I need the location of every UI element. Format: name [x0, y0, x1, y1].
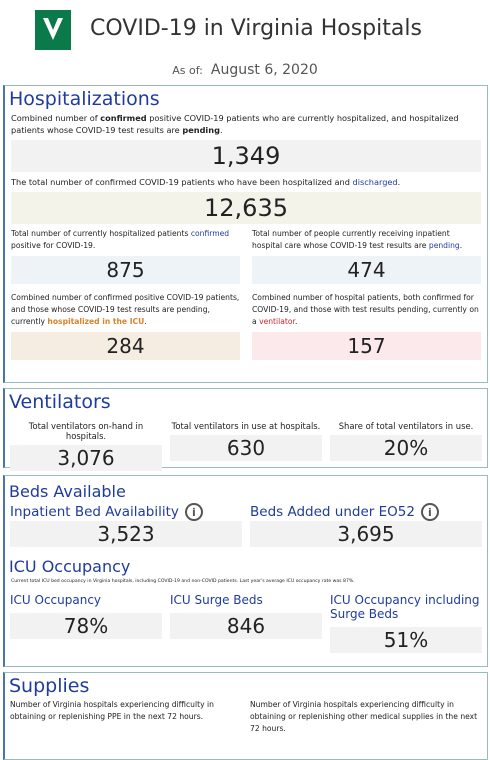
metric-label: Beds Added under EO52 i	[250, 503, 482, 521]
section-title: Hospitalizations	[9, 88, 160, 110]
text-segment: Total number of currently hospitalized p…	[11, 229, 191, 238]
value: 12,635	[11, 192, 481, 224]
description: Combined number of hospital patients, bo…	[246, 292, 487, 330]
text-segment: hospitalized in the ICU	[47, 317, 145, 326]
value: 875	[11, 256, 240, 284]
metric-label: Total ventilators in use at hospitals.	[171, 421, 321, 431]
metrics: ICU Occupancy 78% ICU Surge Beds 846 ICU Occ…	[5, 585, 487, 653]
metric-value: 846	[170, 613, 322, 639]
value: 284	[11, 332, 240, 360]
section-title: Ventilators	[9, 391, 111, 413]
text-segment: Combined number of confirmed positive CO…	[11, 293, 240, 326]
text-segment: positive COVID-19 patients who are curre…	[11, 113, 459, 135]
value: 474	[252, 256, 481, 284]
metric: ICU Surge Beds 846	[170, 585, 322, 653]
metric: Total ventilators on-hand in hospitals. 3…	[10, 415, 162, 471]
metrics: Total ventilators on-hand in hospitals. 3…	[5, 415, 487, 471]
label: Beds Added under EO52	[250, 504, 415, 520]
text-segment: pending	[428, 241, 460, 250]
metric-label: Inpatient Bed Availability i	[10, 503, 242, 521]
metrics: Number of Virginia hospitals experiencin…	[5, 699, 487, 735]
title: COVID-19 in Virginia Hospitals	[90, 16, 422, 41]
metric: Number of Virginia hospitals experiencin…	[10, 699, 242, 735]
value: 1,349	[11, 140, 481, 172]
text-segment: positive for COVID-19.	[11, 241, 96, 250]
text-segment: .	[144, 317, 147, 326]
description: Total number of people currently receivi…	[246, 228, 487, 254]
section-title: ICU Occupancy	[9, 557, 131, 576]
label: Inpatient Bed Availability	[10, 504, 179, 520]
text-segment: .	[397, 177, 401, 187]
as-of: As of: August 6, 2020	[0, 62, 490, 78]
metric-label: Number of Virginia hospitals experiencin…	[10, 700, 214, 721]
logo	[35, 10, 71, 50]
metric-value: 3,076	[10, 445, 162, 471]
metric-label: ICU Occupancy	[10, 593, 102, 607]
description: Combined number of confirmed positive CO…	[5, 292, 246, 330]
metrics: Inpatient Bed Availability i 3,523 Beds Add…	[5, 503, 487, 547]
metric: Total ventilators in use at hospitals. 63…	[170, 415, 322, 471]
value: 157	[252, 332, 481, 360]
metric-value: 3,523	[10, 521, 242, 547]
section-title: Beds Available	[9, 482, 126, 501]
text-segment: .	[459, 241, 463, 250]
description: The total number of confirmed COVID-19 p…	[5, 176, 487, 190]
as-of-label: As of:	[172, 64, 203, 77]
metric: ICU Occupancy including Surge Beds 51%	[330, 585, 482, 653]
text-segment: discharged	[352, 177, 398, 187]
header: COVID-19 in Virginia Hospitals As of: Aug…	[0, 0, 490, 84]
metric-label: Number of Virginia hospitals experiencin…	[250, 700, 478, 733]
metric-label: ICU Occupancy including Surge Beds	[330, 593, 480, 621]
description: Combined number of confirmed positive CO…	[5, 112, 487, 138]
metric-value: 51%	[330, 627, 482, 653]
beds-available: Beds Available Inpatient Bed Availabilit…	[3, 475, 488, 667]
metric-value: 3,695	[250, 521, 482, 547]
metric: Inpatient Bed Availability i 3,523	[10, 503, 242, 547]
text-segment: ventilator	[259, 317, 295, 326]
text-segment: .	[219, 125, 223, 135]
text-segment: Combined number of	[11, 113, 101, 123]
metric-label: Total ventilators on-hand in hospitals.	[28, 421, 144, 441]
text-segment: confirmed	[100, 113, 147, 123]
metric-value: 78%	[10, 613, 162, 639]
metric: Beds Added under EO52 i 3,695	[250, 503, 482, 547]
text-segment: Combined number of hospital patients, bo…	[252, 293, 479, 326]
metric: Share of total ventilators in use. 20%	[330, 415, 482, 471]
note: Current total ICU bed occupancy in Virgi…	[11, 579, 355, 584]
hospitalizations: Hospitalizations Combined number of conf…	[3, 85, 488, 383]
ventilators: Ventilators Total ventilators on-hand in…	[3, 388, 488, 471]
as-of-date: August 6, 2020	[210, 62, 318, 78]
info-icon[interactable]: i	[184, 503, 203, 521]
metric-value: 630	[170, 435, 322, 461]
supplies: Supplies Number of Virginia hospitals ex…	[3, 672, 488, 760]
text-segment: pending	[182, 125, 220, 135]
text-segment: .	[294, 317, 298, 326]
metric: ICU Occupancy 78%	[10, 585, 162, 653]
metric: Number of Virginia hospitals experiencin…	[250, 699, 482, 735]
metric-label: Share of total ventilators in use.	[338, 421, 474, 431]
text-segment: confirmed	[190, 229, 230, 238]
metric-label: ICU Surge Beds	[170, 593, 263, 607]
metric-value: 20%	[330, 435, 482, 461]
info-icon[interactable]: i	[420, 503, 439, 521]
description: Total number of currently hospitalized p…	[5, 228, 246, 254]
text-segment: The total number of confirmed COVID-19 p…	[11, 177, 353, 187]
section-title: Supplies	[9, 675, 90, 697]
text-segment: Total number of people currently receivi…	[252, 229, 450, 250]
